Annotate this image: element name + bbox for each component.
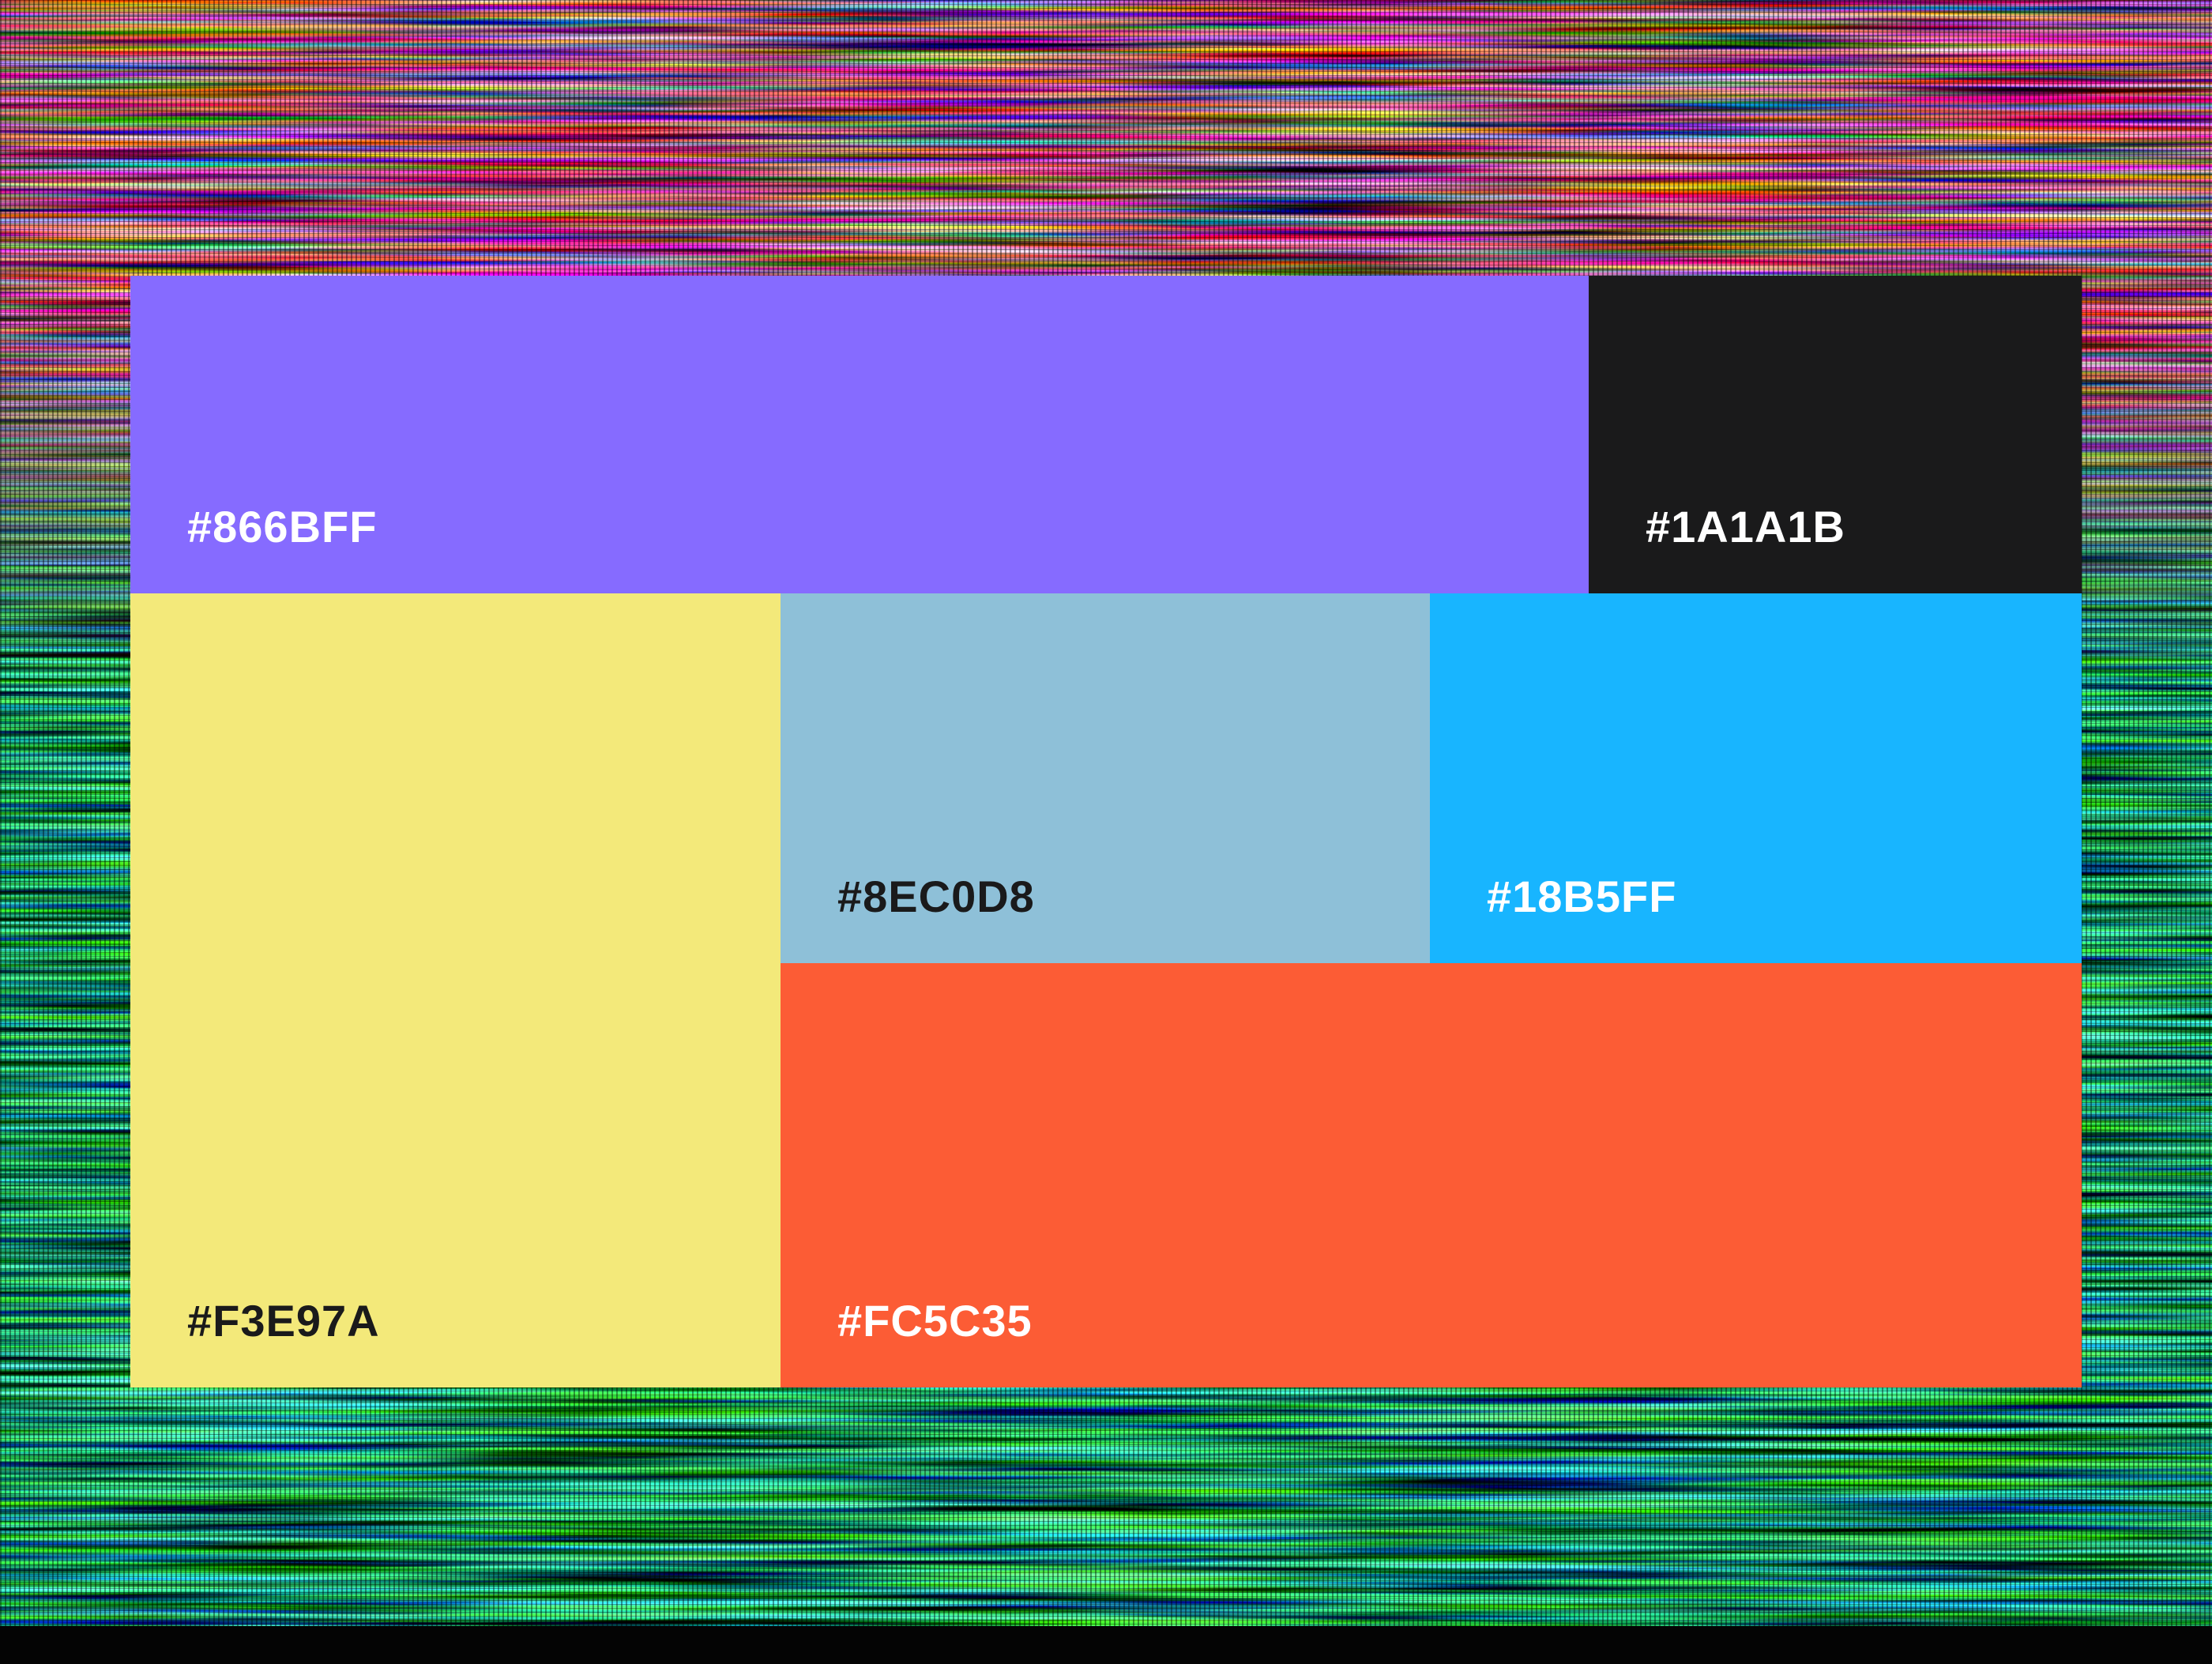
swatch-f3e97a: #F3E97A bbox=[130, 593, 781, 1387]
hex-code-label: #FC5C35 bbox=[837, 1296, 1033, 1346]
swatch-fc5c35: #FC5C35 bbox=[781, 963, 2082, 1387]
swatch-1a1a1b: #1A1A1B bbox=[1589, 276, 2082, 593]
swatch-18b5ff: #18B5FF bbox=[1430, 593, 2082, 963]
color-palette-panel: #866BFF #1A1A1B #F3E97A #8EC0D8 #18B5FF … bbox=[130, 276, 2082, 1387]
hex-code-label: #866BFF bbox=[187, 502, 378, 552]
bottom-black-band bbox=[0, 1626, 2212, 1664]
swatch-866bff: #866BFF bbox=[130, 276, 1589, 593]
hex-code-label: #F3E97A bbox=[187, 1296, 380, 1346]
hex-code-label: #8EC0D8 bbox=[837, 872, 1035, 921]
hex-code-label: #18B5FF bbox=[1487, 872, 1677, 921]
swatch-8ec0d8: #8EC0D8 bbox=[781, 593, 1430, 963]
hex-code-label: #1A1A1B bbox=[1646, 502, 1845, 552]
